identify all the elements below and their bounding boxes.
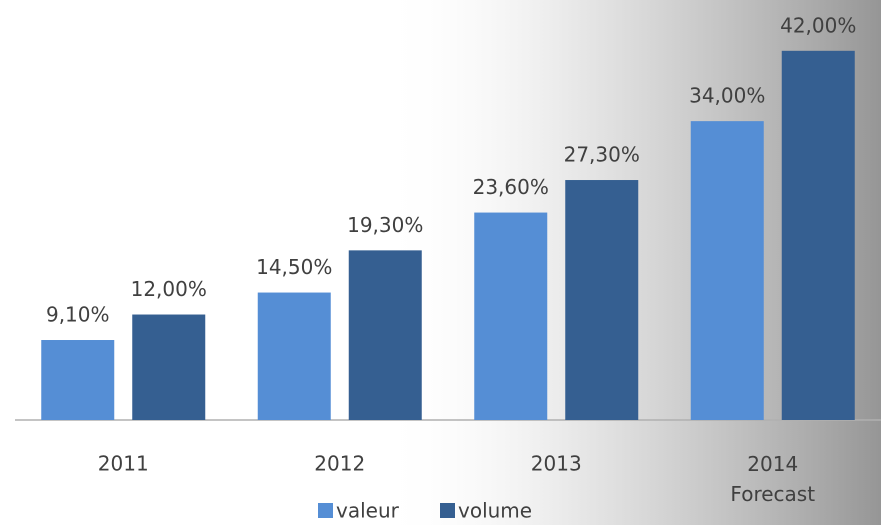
legend-label: valeur bbox=[336, 499, 400, 523]
bar bbox=[41, 340, 114, 420]
legend-swatch bbox=[440, 503, 455, 518]
data-label: 12,00% bbox=[131, 277, 207, 301]
data-label: 14,50% bbox=[256, 255, 332, 279]
bar bbox=[349, 250, 422, 420]
data-label: 19,30% bbox=[347, 213, 423, 237]
data-label: 9,10% bbox=[46, 303, 110, 327]
bar bbox=[565, 180, 638, 420]
data-label: 27,30% bbox=[564, 143, 640, 167]
data-label: 34,00% bbox=[689, 84, 765, 108]
chart: 2011 9,10% 12,00% 2012 14,50% 19,30% 2013 23,60… bbox=[0, 0, 881, 525]
bar bbox=[782, 51, 855, 420]
x-tick-label: 2011 bbox=[98, 452, 149, 476]
bar bbox=[691, 121, 764, 420]
legend-swatch bbox=[318, 503, 333, 518]
bar bbox=[474, 213, 547, 420]
data-label: 23,60% bbox=[473, 175, 549, 199]
legend-label: volume bbox=[458, 499, 532, 523]
x-tick-label: 2013 bbox=[531, 452, 582, 476]
data-label: 42,00% bbox=[780, 13, 856, 37]
bar bbox=[132, 315, 205, 420]
x-tick-label: 2012 bbox=[314, 452, 365, 476]
bar bbox=[258, 293, 331, 420]
